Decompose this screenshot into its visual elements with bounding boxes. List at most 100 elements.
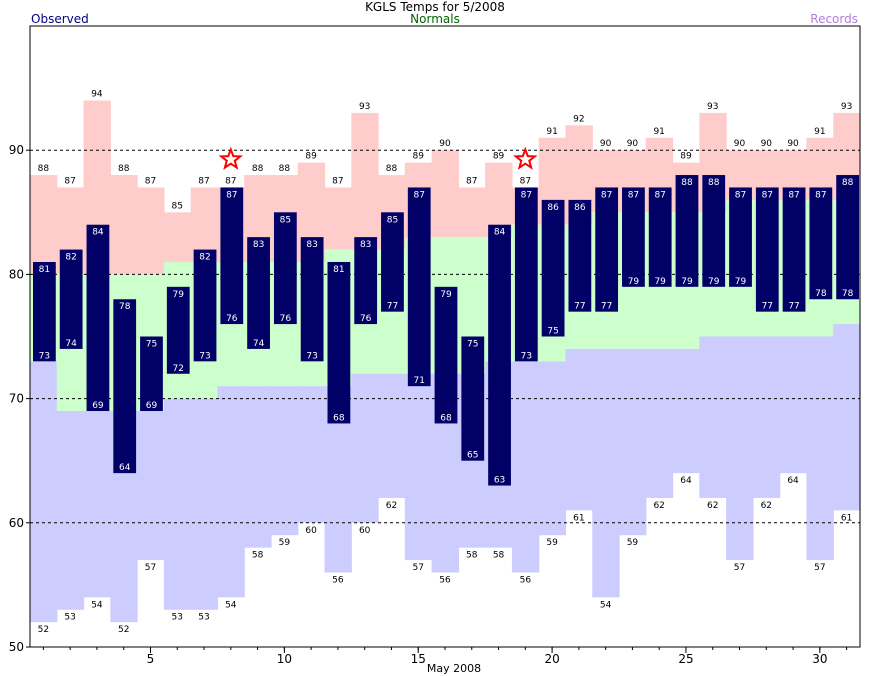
record-low-band — [565, 348, 593, 511]
record-low-label: 56 — [332, 575, 344, 585]
observed-low-label: 64 — [119, 463, 131, 473]
observed-low-label: 73 — [306, 351, 317, 361]
record-low-band — [806, 336, 834, 561]
observed-bar — [622, 187, 645, 287]
y-tick-label: 90 — [9, 143, 24, 157]
record-high-band — [30, 175, 58, 275]
record-low-band — [30, 361, 58, 623]
record-low-band — [190, 398, 219, 610]
record-low-band — [163, 398, 192, 610]
record-high-label: 91 — [814, 127, 825, 137]
record-low-label: 58 — [252, 551, 264, 561]
observed-low-label: 76 — [360, 314, 372, 324]
record-low-label: 58 — [466, 551, 478, 561]
observed-bar — [836, 175, 859, 300]
record-low-label: 57 — [412, 563, 423, 573]
observed-low-label: 77 — [574, 302, 585, 312]
observed-high-label: 78 — [119, 302, 131, 312]
observed-bar — [193, 249, 217, 362]
record-low-band — [619, 348, 647, 536]
record-high-label: 87 — [466, 176, 477, 186]
record-low-label: 61 — [841, 513, 852, 523]
x-tick-label: 15 — [411, 652, 426, 666]
record-low-band — [217, 386, 245, 598]
record-low-band — [833, 324, 861, 511]
observed-high-label: 84 — [494, 228, 506, 238]
record-high-label: 87 — [225, 176, 236, 186]
record-star-icon — [513, 146, 538, 170]
observed-low-label: 79 — [735, 277, 747, 287]
record-low-label: 52 — [118, 625, 129, 635]
record-high-label: 87 — [198, 176, 209, 186]
observed-high-label: 87 — [601, 190, 612, 200]
record-high-band — [163, 212, 192, 262]
observed-low-label: 68 — [440, 413, 452, 423]
record-high-label: 92 — [573, 114, 584, 124]
record-high-band — [485, 162, 513, 238]
observed-low-label: 78 — [815, 289, 827, 299]
observed-high-label: 88 — [681, 178, 693, 188]
record-high-label: 93 — [707, 102, 718, 112]
record-low-band — [83, 411, 111, 598]
observed-high-label: 75 — [467, 340, 478, 350]
legend-normals: Normals — [410, 12, 460, 26]
observed-high-label: 87 — [628, 190, 639, 200]
record-low-label: 59 — [546, 538, 558, 548]
observed-low-label: 73 — [199, 351, 210, 361]
observed-bar — [648, 187, 672, 287]
observed-low-label: 63 — [494, 476, 505, 486]
record-high-label: 93 — [841, 102, 852, 112]
record-low-band — [752, 336, 781, 498]
record-high-label: 94 — [91, 90, 103, 100]
observed-high-label: 84 — [92, 228, 104, 238]
record-low-band — [592, 348, 620, 598]
x-tick-label: 30 — [812, 652, 827, 666]
record-low-label: 57 — [145, 563, 156, 573]
chart-title: KGLS Temps for 5/2008 — [365, 0, 505, 14]
observed-bar — [59, 249, 83, 349]
record-high-label: 93 — [359, 102, 370, 112]
record-low-label: 59 — [627, 538, 639, 548]
observed-bar — [568, 199, 592, 312]
observed-bar — [381, 212, 404, 312]
record-low-band — [137, 411, 165, 561]
legend-observed: Observed — [31, 12, 89, 26]
record-high-label: 88 — [38, 164, 50, 174]
observed-high-label: 83 — [306, 240, 317, 250]
observed-bar — [541, 199, 565, 337]
record-low-label: 53 — [64, 613, 75, 623]
record-low-band — [56, 411, 85, 610]
record-low-band — [511, 361, 540, 573]
record-low-band — [404, 373, 433, 561]
observed-high-label: 85 — [280, 215, 291, 225]
record-low-band — [779, 336, 808, 474]
observed-bar — [514, 187, 538, 362]
observed-low-label: 79 — [654, 277, 666, 287]
observed-high-label: 81 — [333, 265, 344, 275]
observed-high-label: 79 — [173, 290, 185, 300]
record-high-label: 89 — [305, 152, 317, 162]
observed-bar — [595, 187, 619, 312]
record-low-label: 60 — [305, 526, 317, 536]
observed-low-label: 74 — [253, 339, 265, 349]
y-tick-label: 70 — [9, 392, 24, 406]
observed-low-label: 77 — [601, 302, 612, 312]
record-low-label: 57 — [734, 563, 745, 573]
observed-bar — [86, 224, 110, 412]
observed-low-label: 79 — [708, 277, 720, 287]
record-low-label: 60 — [359, 526, 371, 536]
observed-high-label: 87 — [521, 190, 532, 200]
observed-bar — [488, 224, 511, 486]
record-high-band — [431, 150, 459, 238]
observed-bar — [809, 187, 833, 300]
observed-bar — [461, 336, 485, 461]
observed-high-label: 75 — [146, 340, 157, 350]
observed-high-label: 87 — [735, 190, 746, 200]
observed-high-label: 87 — [815, 190, 826, 200]
observed-low-label: 69 — [146, 401, 158, 411]
record-low-label: 57 — [814, 563, 825, 573]
record-high-label: 90 — [439, 139, 451, 149]
record-high-label: 88 — [252, 164, 264, 174]
record-high-band — [137, 187, 165, 275]
record-low-label: 52 — [38, 625, 49, 635]
